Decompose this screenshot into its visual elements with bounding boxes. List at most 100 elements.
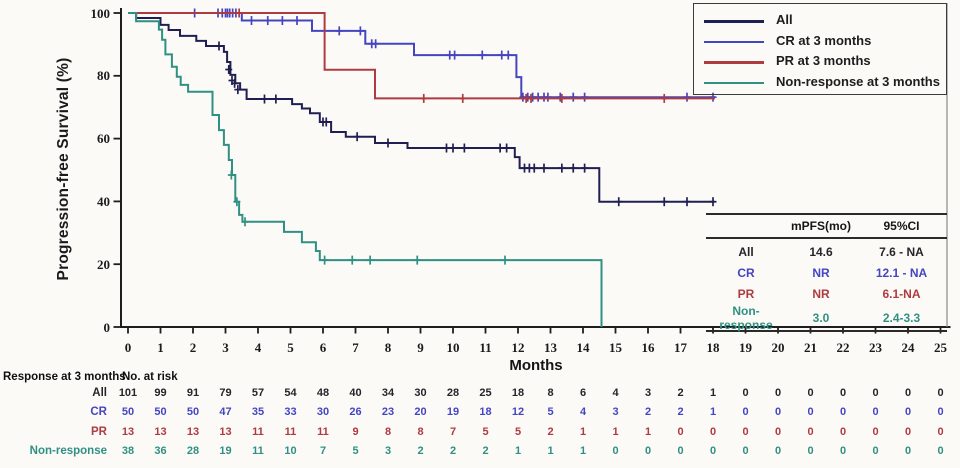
summary-table-body: All 14.6 7.6 - NA CR NR 12.1 - NA PR NR … — [706, 239, 947, 332]
risk-count: 2 — [547, 426, 554, 438]
risk-count: 0 — [612, 445, 619, 457]
summary-header-spacer — [706, 219, 786, 233]
risk-count: 0 — [839, 445, 847, 457]
risk-count: 48 — [316, 387, 330, 399]
risk-count: 5 — [514, 426, 522, 438]
risk-count: 1 — [709, 406, 717, 418]
summary-header-ci: 95%CI — [883, 219, 920, 233]
risk-count: 5 — [352, 445, 359, 457]
risk-count: 13 — [186, 426, 200, 438]
y-axis-title: Progression-free Survival (%) — [55, 57, 72, 281]
x-tick-label: 14 — [576, 340, 590, 355]
y-tick-label: 20 — [97, 256, 110, 272]
legend-item-label: All — [776, 12, 793, 27]
risk-count: 1 — [579, 445, 587, 457]
risk-count: 11 — [284, 426, 297, 438]
x-tick-label: 2 — [189, 340, 197, 355]
x-tick-label: 15 — [609, 340, 622, 355]
x-tick-label: 8 — [384, 340, 392, 355]
x-tick-label: 5 — [287, 340, 294, 355]
legend-line-sample — [704, 40, 764, 44]
y-tick-label: 0 — [103, 319, 111, 335]
risk-count: 0 — [937, 426, 944, 438]
risk-count: 0 — [742, 445, 749, 457]
summary-row-all: All 14.6 7.6 - NA — [706, 242, 947, 263]
risk-count: 30 — [414, 387, 427, 399]
summary-row-label: CR — [737, 266, 755, 281]
risk-count: 18 — [511, 387, 525, 399]
risk-count: 0 — [839, 387, 847, 399]
risk-row-label-nonresponse: Non-response — [29, 445, 107, 457]
summary-mpfs-value: NR — [812, 286, 830, 301]
risk-count: 8 — [417, 426, 424, 438]
risk-count: 18 — [479, 406, 492, 418]
x-tick-label: 21 — [804, 340, 817, 355]
x-tick-label: 3 — [222, 340, 229, 355]
risk-count: 33 — [284, 406, 297, 418]
risk-count: 0 — [872, 387, 879, 399]
risk-count: 0 — [937, 406, 944, 418]
x-axis-title: Months — [509, 357, 563, 374]
risk-row-label-all: All — [92, 387, 107, 399]
censor-marks-all — [215, 41, 717, 207]
risk-count: 1 — [547, 445, 554, 457]
risk-count: 0 — [709, 445, 717, 457]
risk-count: 0 — [937, 387, 944, 399]
x-tick-label: 18 — [706, 340, 720, 355]
x-tick-label: 17 — [674, 340, 687, 355]
risk-count: 47 — [219, 406, 232, 418]
risk-count: 2 — [677, 406, 684, 418]
mpfs-summary-table: mPFS(mo) 95%CI All 14.6 7.6 - NA CR NR 1… — [706, 213, 947, 332]
risk-count: 4 — [579, 406, 587, 418]
risk-count: 28 — [446, 387, 460, 399]
legend-line-sample — [704, 20, 764, 23]
risk-count: 8 — [547, 387, 554, 399]
risk-count: 0 — [839, 406, 847, 418]
y-tick-label: 80 — [97, 68, 110, 84]
x-tick-label: 4 — [254, 340, 262, 355]
y-tick-label: 100 — [90, 5, 111, 21]
x-tick-label: 10 — [446, 340, 460, 355]
risk-table-title: Response at 3 months — [3, 371, 126, 383]
risk-count: 13 — [219, 426, 232, 438]
legend-line-sample — [704, 61, 764, 64]
km-curve-pr-at-3-months — [128, 12, 715, 100]
summary-mpfs-value: NR — [812, 266, 830, 281]
risk-count: 0 — [709, 426, 717, 438]
summary-mpfs-value: 3.0 — [812, 311, 830, 326]
censor-marks-cr-at-3-months — [191, 8, 717, 102]
risk-count: 13 — [121, 426, 135, 438]
risk-count: 5 — [482, 426, 489, 438]
legend-line-sample — [704, 81, 764, 85]
risk-count: 26 — [349, 406, 362, 418]
legend-box: All CR at 3 months PR at 3 months Non-re… — [693, 3, 947, 95]
risk-count: 0 — [742, 406, 749, 418]
risk-count: 30 — [316, 406, 330, 418]
x-tick-label: 11 — [479, 340, 492, 355]
risk-count: 57 — [251, 387, 265, 399]
legend-item-label: PR at 3 months — [776, 53, 871, 68]
x-tick-label: 19 — [739, 340, 752, 355]
y-tick-label: 40 — [97, 193, 110, 209]
risk-count: 11 — [317, 426, 329, 438]
risk-count: 2 — [417, 445, 424, 457]
x-tick-label: 23 — [869, 340, 882, 355]
km-curve-cr-at-3-months — [128, 12, 715, 99]
risk-count: 11 — [252, 426, 264, 438]
risk-count: 0 — [904, 445, 912, 457]
risk-count: 4 — [612, 387, 619, 399]
risk-count: 1 — [514, 445, 522, 457]
risk-count: 1 — [579, 426, 587, 438]
risk-count: 40 — [349, 387, 362, 399]
legend-item-label: Non-response at 3 months — [776, 73, 940, 89]
risk-count: 54 — [284, 387, 297, 399]
risk-row-label-cr: CR — [90, 406, 107, 418]
km-curve-all — [128, 12, 715, 203]
risk-count: 1 — [709, 387, 717, 399]
risk-count: 0 — [644, 445, 652, 457]
legend-item-all: All — [694, 11, 946, 31]
risk-count: 0 — [937, 445, 944, 457]
risk-count: 12 — [511, 406, 525, 418]
risk-count: 0 — [742, 426, 749, 438]
